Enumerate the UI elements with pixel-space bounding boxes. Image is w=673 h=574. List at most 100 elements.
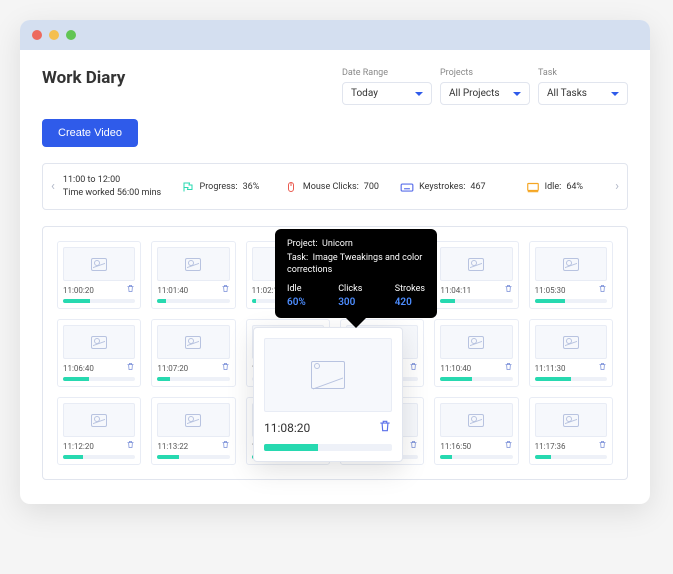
- thumbnail-image: [535, 403, 607, 437]
- mouse-icon: [284, 180, 298, 194]
- delete-icon[interactable]: [126, 284, 135, 296]
- filter-label: Date Range: [342, 68, 432, 78]
- next-arrow[interactable]: ›: [613, 179, 621, 194]
- thumbnail[interactable]: 11:04:11: [434, 241, 518, 309]
- enlarged-thumbnail[interactable]: 11:08:20: [253, 327, 403, 462]
- progress-bar-fill: [157, 299, 166, 303]
- select-date-range[interactable]: Today: [342, 82, 432, 105]
- tooltip-stat-clicks: Clicks 300: [338, 284, 362, 308]
- thumbnail[interactable]: 11:05:30: [529, 241, 613, 309]
- stat-clicks: Mouse Clicks: 700: [279, 180, 384, 194]
- thumbnail-image: [440, 325, 512, 359]
- thumbnail-meta: 11:00:20: [63, 284, 135, 296]
- thumbnail-image: [63, 403, 135, 437]
- maximize-dot[interactable]: [66, 30, 76, 40]
- delete-icon[interactable]: [378, 419, 392, 437]
- thumbnail-meta: 11:01:40: [157, 284, 229, 296]
- thumbnail-tooltip: Project: Unicorn Task: Image Tweakings a…: [275, 229, 437, 318]
- stat-keystrokes: Keystrokes: 467: [390, 180, 495, 194]
- thumbnail[interactable]: 11:12:20: [57, 397, 141, 465]
- progress-bar-fill: [157, 377, 170, 381]
- delete-icon[interactable]: [221, 362, 230, 374]
- chevron-down-icon: [611, 92, 619, 96]
- thumbnail-image: [264, 338, 392, 412]
- thumbnail-meta: 11:07:20: [157, 362, 229, 374]
- thumbnail[interactable]: 11:13:22: [151, 397, 235, 465]
- delete-icon[interactable]: [221, 284, 230, 296]
- thumbnail-meta: 11:10:40: [440, 362, 512, 374]
- stat-label: Keystrokes:: [419, 182, 465, 192]
- delete-icon[interactable]: [126, 440, 135, 452]
- stat-idle: Idle: 64%: [502, 180, 607, 194]
- image-placeholder-icon: [563, 414, 579, 427]
- filter-task: Task All Tasks: [538, 68, 628, 105]
- select-value: Today: [351, 88, 378, 99]
- stat-value: 64%: [566, 182, 583, 192]
- thumbnail[interactable]: 11:00:20: [57, 241, 141, 309]
- tooltip-task-value: Image Tweakings and color corrections: [287, 253, 422, 275]
- delete-icon[interactable]: [409, 440, 418, 452]
- thumbnail-time: 11:10:40: [440, 364, 471, 373]
- thumbnail[interactable]: 11:10:40: [434, 319, 518, 387]
- progress-bar-fill: [252, 299, 256, 303]
- thumbnail-time: 11:12:20: [63, 442, 94, 451]
- prev-arrow[interactable]: ‹: [49, 179, 57, 194]
- thumbnail[interactable]: 11:17:36: [529, 397, 613, 465]
- select-task[interactable]: All Tasks: [538, 82, 628, 105]
- progress-bar: [157, 455, 229, 459]
- tooltip-project-value: Unicorn: [322, 239, 353, 249]
- time-worked: Time worked 56:00 mins: [63, 187, 161, 200]
- delete-icon[interactable]: [598, 362, 607, 374]
- delete-icon[interactable]: [409, 362, 418, 374]
- progress-bar: [63, 377, 135, 381]
- delete-icon[interactable]: [126, 362, 135, 374]
- thumbnail[interactable]: 11:07:20: [151, 319, 235, 387]
- thumbnail[interactable]: 11:11:30: [529, 319, 613, 387]
- progress-bar: [440, 377, 512, 381]
- thumbnail-meta: 11:12:20: [63, 440, 135, 452]
- thumbnail[interactable]: 11:16:50: [434, 397, 518, 465]
- tstat-value: 60%: [287, 297, 306, 308]
- thumbnail-time: 11:08:20: [264, 421, 310, 435]
- thumbnail-image: [535, 247, 607, 281]
- thumbnail[interactable]: 11:06:40: [57, 319, 141, 387]
- delete-icon[interactable]: [504, 440, 513, 452]
- time-block: 11:00 to 12:00 Time worked 56:00 mins: [63, 174, 161, 199]
- tooltip-project-label: Project:: [287, 239, 318, 249]
- image-placeholder-icon: [91, 258, 107, 271]
- delete-icon[interactable]: [504, 284, 513, 296]
- thumbnail-meta: 11:11:30: [535, 362, 607, 374]
- progress-bar-fill: [440, 299, 454, 303]
- thumbnail-time: 11:01:40: [157, 286, 188, 295]
- select-projects[interactable]: All Projects: [440, 82, 530, 105]
- filter-projects: Projects All Projects: [440, 68, 530, 105]
- tstat-label: Clicks: [338, 284, 362, 294]
- create-video-button[interactable]: Create Video: [42, 119, 138, 147]
- close-dot[interactable]: [32, 30, 42, 40]
- thumbnail-meta: 11:16:50: [440, 440, 512, 452]
- minimize-dot[interactable]: [49, 30, 59, 40]
- delete-icon[interactable]: [598, 440, 607, 452]
- thumbnail-meta: 11:08:20: [264, 419, 392, 437]
- progress-bar: [63, 299, 135, 303]
- delete-icon[interactable]: [221, 440, 230, 452]
- progress-bar: [535, 299, 607, 303]
- tstat-value: 300: [338, 297, 362, 308]
- progress-bar: [535, 377, 607, 381]
- progress-bar-fill: [535, 299, 565, 303]
- tooltip-task: Task: Image Tweakings and color correcti…: [287, 253, 425, 276]
- delete-icon[interactable]: [504, 362, 513, 374]
- thumbnail[interactable]: 11:01:40: [151, 241, 235, 309]
- stat-label: Idle:: [545, 182, 562, 192]
- header-row: Work Diary Date Range Today Projects All…: [42, 68, 628, 105]
- stat-label: Mouse Clicks:: [303, 182, 359, 192]
- thumbnail-time: 11:11:30: [535, 364, 566, 373]
- chevron-down-icon: [513, 92, 521, 96]
- delete-icon[interactable]: [598, 284, 607, 296]
- image-placeholder-icon: [468, 414, 484, 427]
- stat-value: 700: [364, 182, 379, 192]
- thumbnail-meta: 11:05:30: [535, 284, 607, 296]
- filter-label: Projects: [440, 68, 530, 78]
- tooltip-project: Project: Unicorn: [287, 239, 425, 251]
- progress-bar-fill: [535, 377, 571, 381]
